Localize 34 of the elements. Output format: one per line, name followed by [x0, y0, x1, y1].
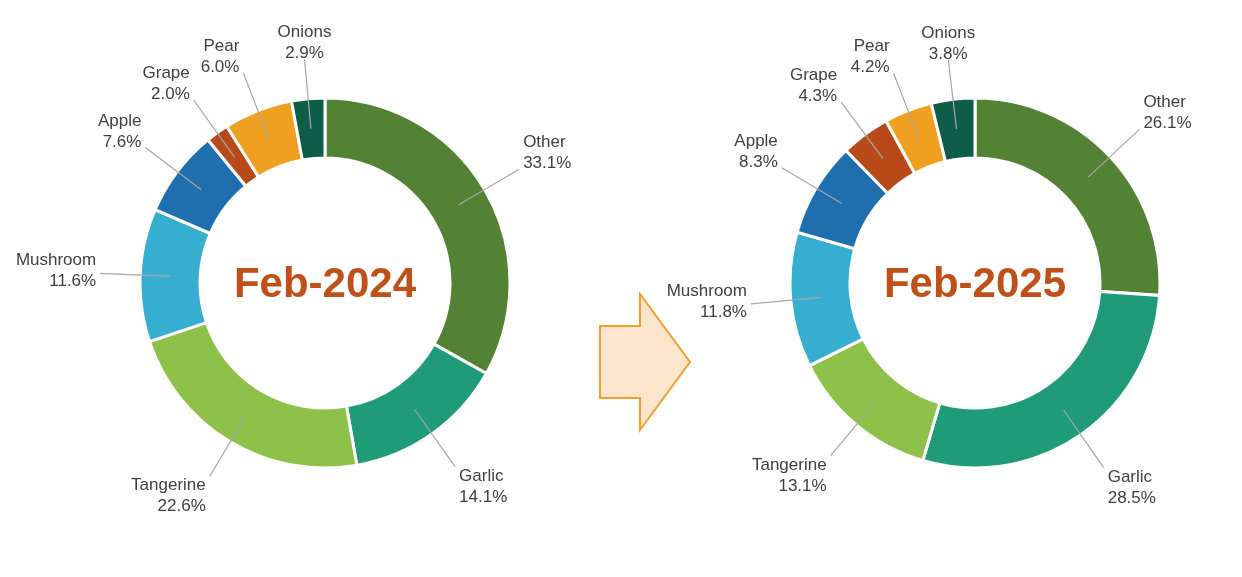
data-label: 8.3% [739, 151, 778, 171]
text: Feb-2025 [883, 259, 1067, 306]
data-label: 11.6% [49, 271, 97, 291]
slice-label: Pear [203, 36, 240, 56]
data-label: 14.1% [459, 486, 508, 506]
data-label: 3.8% [928, 43, 968, 63]
slice-label: Apple [734, 130, 778, 150]
slice-label: Other [1143, 92, 1187, 112]
data-label: 6.0% [200, 57, 240, 77]
text: Feb-2024 [233, 259, 417, 306]
slice-label: Apple [97, 110, 142, 130]
data-label: 13.1% [778, 475, 827, 495]
data-label: 22.6% [157, 496, 206, 516]
data-label: 26.1% [1143, 113, 1192, 133]
data-label: 4.2% [850, 57, 890, 77]
data-label: 2.0% [151, 84, 190, 104]
slice-label: Garlic [1107, 466, 1153, 486]
data-label: 7.6% [102, 131, 142, 151]
slice-label: Onions [921, 22, 976, 42]
slice-label: Onions [277, 21, 332, 41]
slice-label: Tangerine [131, 475, 206, 495]
data-label: 2.9% [285, 42, 324, 62]
slice-label: Other [523, 132, 566, 152]
data-label: 11.8% [700, 301, 747, 321]
slice-label: Pear [853, 36, 890, 56]
slice-label: Tangerine [751, 454, 827, 474]
data-label: 4.3% [798, 86, 838, 106]
slice-label: Garlic [459, 465, 504, 485]
slice-label: Mushroom [666, 280, 747, 300]
data-label: 28.5% [1107, 487, 1156, 507]
slice-label: Grape [789, 65, 838, 85]
slice-label: Mushroom [15, 250, 97, 270]
data-label: 33.1% [523, 153, 572, 173]
slice-label: Grape [142, 63, 190, 83]
